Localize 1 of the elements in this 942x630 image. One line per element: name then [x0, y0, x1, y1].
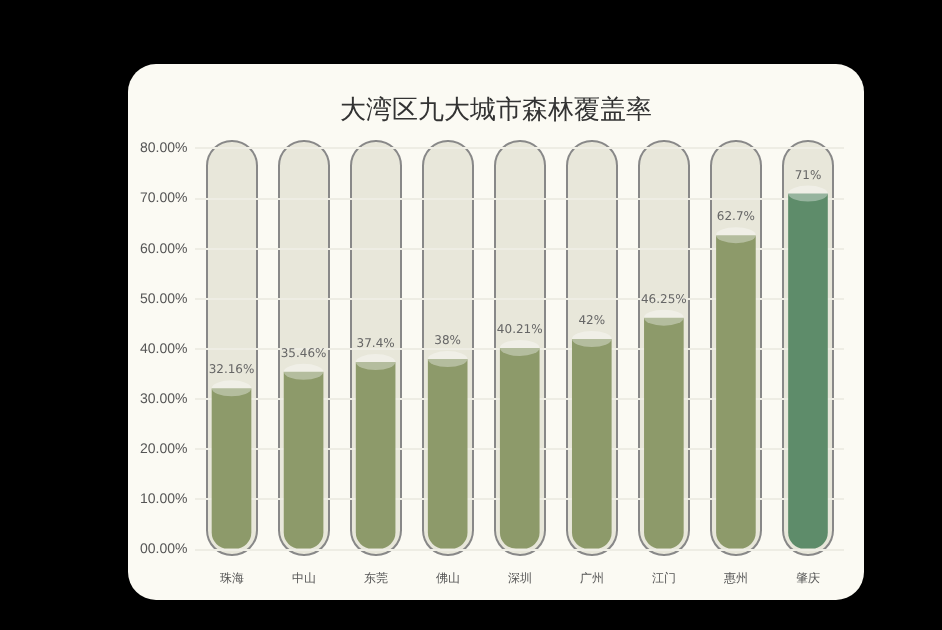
chart-title: 大湾区九大城市森林覆盖率 — [338, 94, 654, 128]
